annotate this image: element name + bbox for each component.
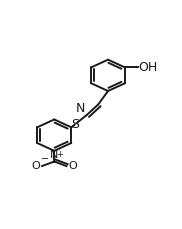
Text: N: N	[76, 101, 85, 114]
Text: OH: OH	[139, 61, 158, 74]
Text: +: +	[56, 150, 63, 159]
Text: O: O	[69, 161, 77, 171]
Text: −: −	[41, 154, 49, 164]
Text: S: S	[71, 118, 79, 131]
Text: O: O	[31, 161, 40, 171]
Text: N: N	[50, 150, 58, 160]
